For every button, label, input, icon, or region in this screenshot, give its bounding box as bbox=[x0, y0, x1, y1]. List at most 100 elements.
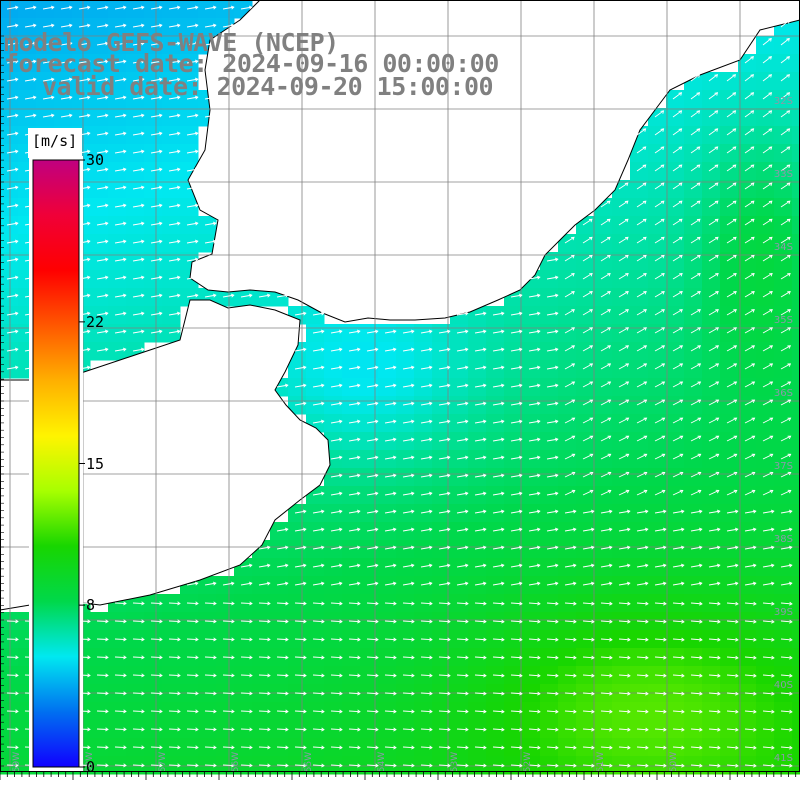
wind-speed-cell bbox=[378, 504, 397, 523]
wind-speed-cell bbox=[90, 18, 109, 37]
wind-arrow bbox=[114, 257, 127, 262]
wind-speed-cell bbox=[630, 342, 649, 361]
wind-arrow bbox=[24, 95, 37, 100]
wind-arrow bbox=[96, 257, 109, 262]
wind-speed-cell bbox=[756, 558, 775, 577]
wind-speed-cell bbox=[558, 540, 577, 559]
wind-arrow bbox=[114, 5, 127, 10]
wind-speed-cell bbox=[666, 288, 685, 307]
wind-arrow bbox=[636, 200, 647, 208]
wind-speed-cell bbox=[486, 540, 505, 559]
wind-arrow bbox=[24, 41, 37, 46]
wind-speed-cell bbox=[180, 234, 199, 253]
wind-speed-cell bbox=[450, 450, 469, 469]
wind-speed-cell bbox=[702, 378, 721, 397]
wind-speed-cell bbox=[504, 558, 523, 577]
wind-speed-cell bbox=[666, 450, 685, 469]
wind-arrow bbox=[114, 221, 127, 226]
wind-speed-cell bbox=[324, 540, 343, 559]
wind-speed-cell bbox=[756, 396, 775, 415]
wind-speed-cell bbox=[792, 558, 800, 577]
wind-arrow bbox=[168, 5, 181, 10]
wind-arrow bbox=[60, 59, 73, 64]
wind-arrow bbox=[690, 110, 701, 118]
wind-speed-cell bbox=[774, 504, 793, 523]
wind-arrow bbox=[690, 182, 701, 190]
wind-speed-cell bbox=[0, 252, 19, 271]
wind-arrow bbox=[114, 203, 127, 208]
wind-speed-cell bbox=[468, 504, 487, 523]
wind-speed-cell bbox=[648, 288, 667, 307]
wind-arrow bbox=[132, 77, 145, 82]
wind-speed-cell bbox=[54, 18, 73, 37]
wind-arrow bbox=[6, 149, 19, 154]
wind-speed-cell bbox=[108, 252, 127, 271]
wind-speed-cell bbox=[0, 216, 19, 235]
wind-speed-cell bbox=[702, 540, 721, 559]
wind-arrow bbox=[726, 74, 736, 82]
wind-speed-cell bbox=[126, 108, 145, 127]
wind-arrow bbox=[780, 74, 790, 82]
wind-arrow bbox=[78, 113, 91, 118]
wind-speed-cell bbox=[612, 342, 631, 361]
wind-speed-cell bbox=[0, 270, 19, 289]
wind-speed-cell bbox=[648, 324, 667, 343]
wind-speed-cell bbox=[180, 72, 199, 91]
wind-speed-cell bbox=[144, 198, 163, 217]
wind-speed-cell bbox=[36, 90, 55, 109]
wind-speed-cell bbox=[630, 306, 649, 325]
wind-speed-cell bbox=[414, 558, 433, 577]
wind-speed-cell bbox=[162, 216, 181, 235]
longitude-label: 55W bbox=[304, 752, 314, 772]
wind-speed-cell bbox=[144, 72, 163, 91]
wind-speed-cell bbox=[792, 738, 800, 757]
wind-speed-cell bbox=[342, 576, 361, 595]
wind-speed-cell bbox=[774, 576, 793, 595]
wind-arrow bbox=[762, 37, 772, 46]
wind-speed-cell bbox=[648, 522, 667, 541]
wind-speed-cell bbox=[702, 360, 721, 379]
wind-speed-cell bbox=[612, 432, 631, 451]
wind-arrow bbox=[726, 254, 737, 262]
wind-speed-cell bbox=[792, 522, 800, 541]
wind-speed-cell bbox=[792, 306, 800, 325]
wind-speed-cell bbox=[774, 414, 793, 433]
wind-arrow bbox=[564, 236, 575, 244]
wind-speed-cell bbox=[702, 450, 721, 469]
wind-speed-cell bbox=[450, 468, 469, 487]
wind-arrow bbox=[132, 239, 145, 244]
wind-arrow bbox=[726, 146, 737, 154]
wind-speed-cell bbox=[702, 504, 721, 523]
wind-speed-cell bbox=[702, 234, 721, 253]
wind-speed-cell bbox=[684, 378, 703, 397]
wind-speed-cell bbox=[126, 72, 145, 91]
wind-speed-cell bbox=[468, 378, 487, 397]
wind-speed-cell bbox=[396, 414, 415, 433]
wind-speed-cell bbox=[90, 162, 109, 181]
wind-speed-cell bbox=[540, 522, 559, 541]
wind-arrow bbox=[780, 182, 791, 190]
wind-speed-cell bbox=[72, 90, 91, 109]
wind-speed-cell bbox=[774, 72, 793, 91]
wind-arrow bbox=[96, 77, 109, 82]
wind-speed-cell bbox=[738, 360, 757, 379]
wind-arrow bbox=[762, 254, 773, 262]
wind-speed-cell bbox=[72, 18, 91, 37]
wind-speed-cell bbox=[666, 90, 685, 109]
wind-arrow bbox=[744, 146, 755, 154]
lat-lon-grid bbox=[0, 0, 800, 772]
wind-arrow bbox=[780, 55, 790, 64]
wind-speed-cell bbox=[270, 540, 289, 559]
wind-speed-cell bbox=[162, 234, 181, 253]
wind-arrow bbox=[96, 131, 109, 136]
wind-speed-cell bbox=[648, 450, 667, 469]
wind-arrow bbox=[636, 254, 647, 262]
wind-speed-cell bbox=[792, 612, 800, 631]
wind-speed-cell bbox=[468, 360, 487, 379]
wind-arrow bbox=[42, 95, 55, 100]
wind-speed-cell bbox=[648, 504, 667, 523]
wind-arrow bbox=[114, 41, 127, 46]
wind-speed-cell bbox=[468, 540, 487, 559]
wind-speed-cell bbox=[306, 558, 325, 577]
wind-speed-cell bbox=[720, 378, 739, 397]
